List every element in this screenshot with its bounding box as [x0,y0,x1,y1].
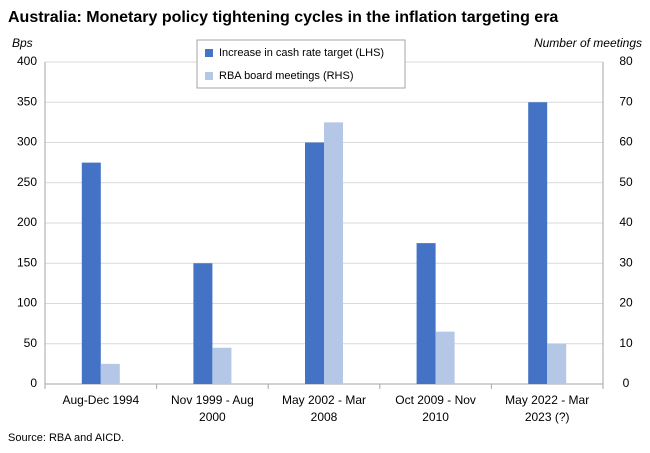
legend-swatch [205,49,213,57]
x-tick-label: Oct 2009 - Nov 2010 [395,393,476,424]
bar [81,162,101,384]
source: Source: RBA and AICD. [8,432,124,444]
y-tick-label: 100 [17,296,37,310]
y2-tick-label: 0 [623,376,630,390]
bar [212,347,232,384]
y-tick-label: 300 [17,135,37,149]
bar [435,331,455,384]
y-tick-label: 250 [17,175,37,189]
legend-label: Increase in cash rate target (LHS) [219,47,384,59]
y-axis-label: Bps [12,36,33,50]
bar [528,102,548,384]
y2-tick-label: 10 [619,336,633,350]
y-tick-label: 50 [24,336,38,350]
y-tick-label: 350 [17,94,37,108]
legend-swatch [205,72,213,80]
bar [416,243,436,384]
y2-tick-label: 20 [619,296,633,310]
y2-axis-label: Number of meetings [534,36,642,50]
y-tick-label: 0 [30,376,37,390]
legend-label: RBA board meetings (RHS) [219,70,354,82]
x-tick-label: May 2022 - Mar 2023 (?) [505,393,590,424]
chart-title: Australia: Monetary policy tightening cy… [8,9,558,26]
y2-tick-label: 40 [619,215,633,229]
x-tick-label: Aug-Dec 1994 [62,393,140,407]
y2-tick-label: 30 [619,255,633,269]
x-tick-label: May 2002 - Mar 2008 [281,393,367,424]
bar [100,363,120,384]
y2-tick-label: 60 [619,135,633,149]
y2-tick-label: 70 [619,94,633,108]
y-tick-label: 400 [17,54,37,68]
bar [193,263,213,384]
y-tick-label: 200 [17,215,37,229]
bar [305,142,324,384]
legend-box [196,39,406,89]
y2-tick-label: 50 [619,175,633,189]
bar [324,122,343,384]
y2-tick-label: 80 [619,54,633,68]
bar [547,343,567,384]
x-tick-label: Nov 1999 - Aug 2000 [171,393,254,424]
y-tick-label: 150 [17,255,37,269]
